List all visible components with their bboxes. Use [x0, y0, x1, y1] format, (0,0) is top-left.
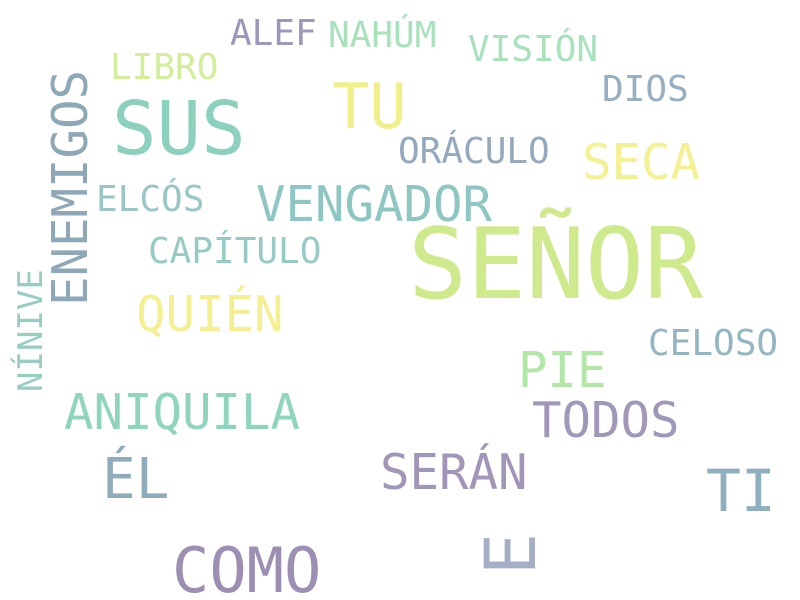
- word-sus: SUS: [112, 86, 246, 172]
- word-seran: SERÁN: [380, 444, 528, 501]
- word-senor: SEÑOR: [408, 208, 704, 322]
- word-celoso: CELOSO: [648, 323, 779, 364]
- word-el: ÉL: [102, 447, 170, 512]
- word-aniquila: ANIQUILA: [64, 384, 301, 441]
- word-quien: QUIÉN: [136, 286, 284, 343]
- word-e: E: [470, 532, 553, 576]
- word-dios: DIOS: [602, 69, 689, 110]
- word-seca: SECA: [582, 134, 701, 191]
- word-elcos: ELCÓS: [96, 179, 205, 220]
- word-nahum: NAHÚM: [328, 15, 437, 56]
- word-todos: TODOS: [532, 392, 680, 449]
- word-como: COMO: [172, 534, 322, 600]
- word-libro: LIBRO: [110, 47, 219, 88]
- word-ti: TI: [706, 457, 776, 525]
- word-tu: TU: [332, 70, 407, 143]
- word-pie: PIE: [518, 342, 607, 399]
- word-oraculo: ORÁCULO: [398, 131, 550, 172]
- word-alef: ALEF: [230, 13, 317, 54]
- word-ninive: NÍNIVE: [11, 269, 51, 392]
- word-capitulo: CAPÍTULO: [148, 231, 322, 272]
- word-vision: VISIÓN: [468, 29, 599, 70]
- word-vengador: VENGADOR: [256, 176, 493, 233]
- word-enemigos: ENEMIGOS: [42, 69, 99, 306]
